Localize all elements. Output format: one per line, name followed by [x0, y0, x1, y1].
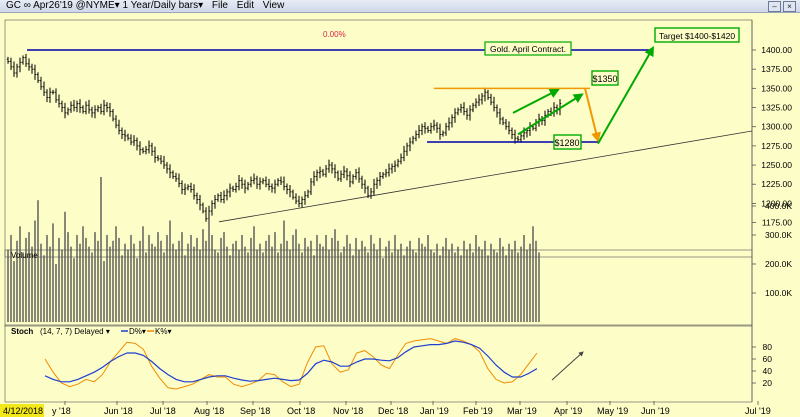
minimize-icon[interactable]: – [768, 1, 781, 12]
k-percent-line [44, 338, 538, 390]
toolbar: GC ∞ Apr26'19 @NYME▾ 1 Year/Daily bars▾ … [0, 0, 800, 13]
volume-bars [7, 177, 540, 322]
volume-title: Volume [11, 251, 38, 260]
price-tick-label: 1375.00 [761, 64, 792, 74]
down-arrow [584, 88, 601, 143]
time-tick-label: Jun '19 [641, 406, 670, 416]
time-tick-label: Jul '19 [745, 406, 771, 416]
target-box [654, 27, 740, 43]
box-1280 [553, 134, 582, 150]
price-tick-label: 1175.00 [762, 218, 792, 228]
stochastic-plot [44, 338, 538, 390]
start-date: 4/12/2018 [3, 406, 43, 416]
volume-tick-label: 400.0K [765, 201, 792, 211]
volume-tick-label: 300.0K [765, 230, 792, 240]
time-tick-label: Nov '18 [333, 406, 363, 416]
support-trendline [218, 130, 753, 223]
close-icon[interactable]: × [783, 1, 796, 12]
time-tick-label: Apr '19 [554, 406, 582, 416]
price-tick-label: 1250.00 [761, 160, 792, 170]
stoch-params[interactable]: (14, 7, 7) Delayed ▾ [40, 327, 110, 336]
file-menu[interactable]: File [211, 0, 228, 11]
stoch-tick-label: 20 [763, 378, 773, 388]
time-tick-label: Sep '18 [240, 406, 270, 416]
k-legend-label[interactable]: K%▾ [155, 327, 171, 336]
stoch-up-arrow [551, 351, 584, 381]
up-arrow-2 [517, 93, 584, 136]
price-tick-label: 1350.00 [761, 83, 792, 93]
time-tick-label: Mar '19 [507, 406, 537, 416]
d-legend-label[interactable]: D%▾ [129, 327, 146, 336]
volume-panel-frame [4, 249, 753, 327]
box-1350 [591, 70, 619, 86]
stoch-axis: 20 40 60 80 [752, 342, 772, 388]
price-tick-label: 1200.00 [761, 198, 792, 208]
percent-label: 0.00% [323, 30, 346, 39]
time-axis: y '18 Jun '18 Jul '18 Aug '18 Sep '18 Oct '18… [52, 401, 771, 416]
stoch-panel-frame [4, 324, 753, 403]
price-tick-label: 1225.00 [761, 179, 792, 189]
stoch-tick-label: 60 [763, 354, 773, 364]
stoch-tick-label: 80 [763, 342, 773, 352]
stoch-tick-label: 40 [763, 366, 773, 376]
price-axis: 1175.00 1200.00 1225.00 1250.00 1275.00 1300.… [752, 45, 792, 228]
box-1350-label: $1350 [592, 74, 617, 84]
up-arrow-1 [512, 88, 560, 114]
price-tick-label: 1400.00 [761, 45, 792, 55]
time-tick-label: Oct '18 [287, 406, 315, 416]
start-date-highlight [0, 404, 44, 417]
target-label: Target $1400-$1420 [659, 31, 735, 41]
time-tick-label: y '18 [52, 406, 71, 416]
target-arrow [597, 45, 654, 145]
price-tick-label: 1325.00 [761, 103, 792, 113]
time-tick-label: Jan '19 [420, 406, 449, 416]
chart-canvas: 1175.00 1200.00 1225.00 1250.00 1275.00 1300.… [0, 19, 792, 417]
price-tick-label: 1300.00 [761, 122, 792, 132]
contract-box [484, 41, 572, 56]
volume-axis: 400.0K 300.0K 200.0K 100.0K [752, 201, 792, 298]
volume-tick-label: 200.0K [765, 259, 792, 269]
volume-tick-label: 100.0K [765, 288, 792, 298]
box-1280-label: $1280 [554, 138, 579, 148]
contract-label: Gold. April Contract. [490, 44, 566, 54]
edit-menu[interactable]: Edit [236, 0, 255, 11]
view-menu[interactable]: View [262, 0, 285, 11]
price-panel-frame [4, 19, 753, 258]
price-tick-label: 1275.00 [761, 141, 792, 151]
time-tick-label: May '19 [597, 406, 628, 416]
time-tick-label: Aug '18 [194, 406, 224, 416]
chart-symbol-title[interactable]: GC ∞ Apr26'19 @NYME▾ 1 Year/Daily bars▾ [6, 0, 204, 11]
time-tick-label: Dec '18 [378, 406, 408, 416]
time-tick-label: Feb '19 [463, 406, 493, 416]
time-tick-label: Jun '18 [104, 406, 133, 416]
price-bars [6, 53, 562, 223]
time-tick-label: Jul '18 [150, 406, 176, 416]
d-percent-line [44, 340, 538, 383]
stoch-title: Stoch [11, 327, 33, 336]
